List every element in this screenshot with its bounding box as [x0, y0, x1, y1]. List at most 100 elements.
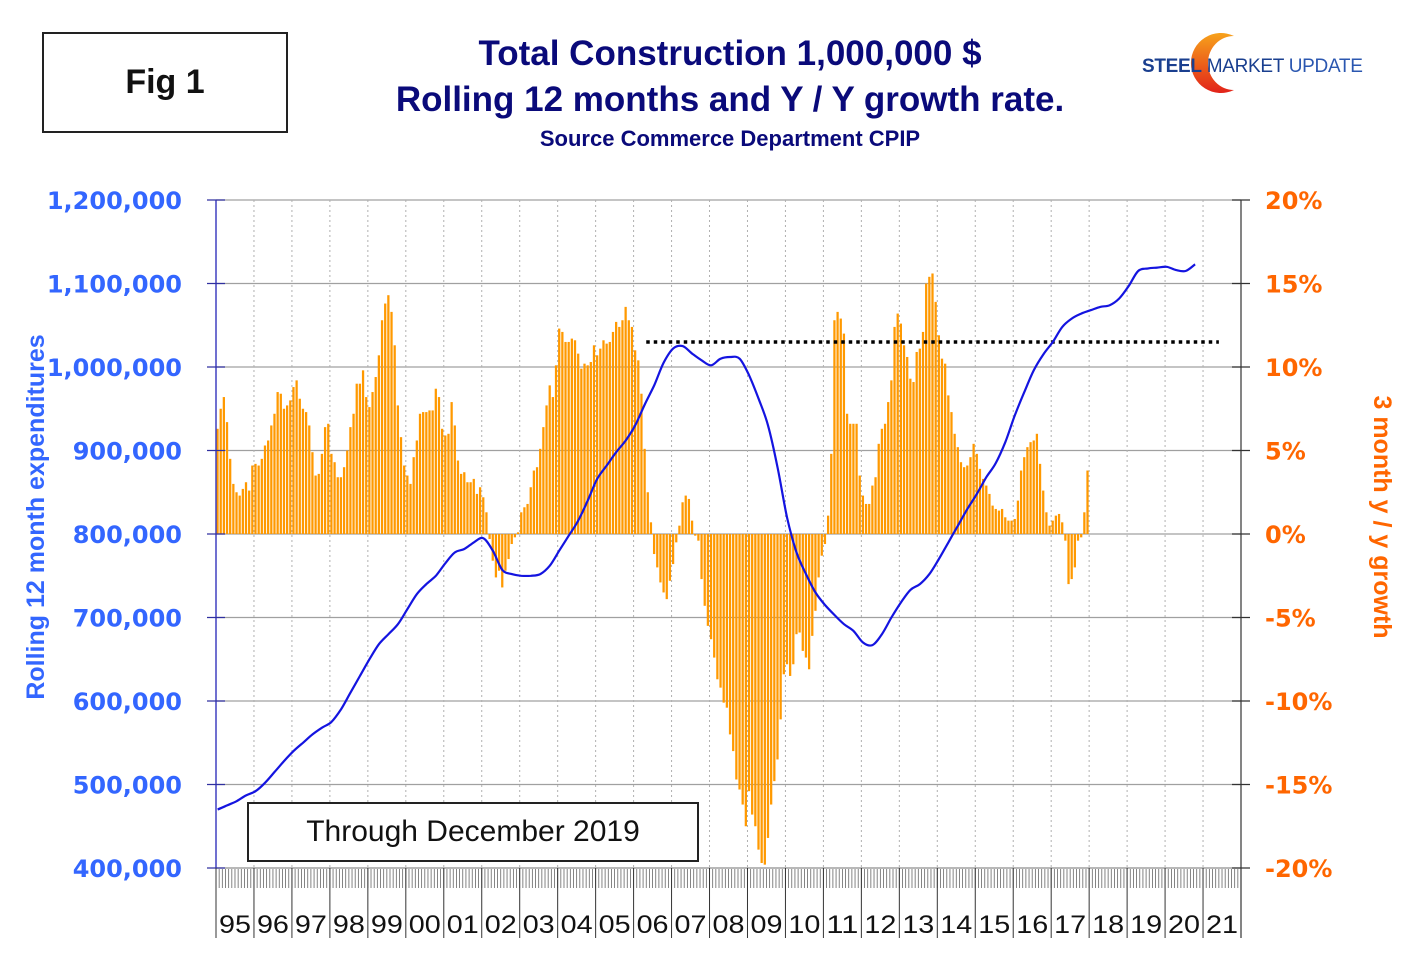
x-tick-label: 10 [788, 911, 820, 939]
growth-bar [615, 321, 618, 534]
growth-bar [520, 512, 523, 534]
growth-bar [504, 534, 507, 571]
x-tick-label: 21 [1206, 911, 1238, 939]
growth-bar [709, 534, 713, 640]
growth-bar [422, 412, 425, 534]
growth-bar [358, 383, 362, 534]
growth-bar [947, 395, 950, 534]
growth-bar [592, 345, 596, 534]
logo-wordmark: STEEL MARKET UPDATE [1142, 56, 1363, 78]
growth-bar [507, 534, 510, 560]
growth-bar [716, 534, 719, 680]
growth-bar [804, 534, 808, 658]
growth-bar [605, 343, 608, 534]
growth-bar [532, 470, 536, 534]
growth-bar [539, 448, 542, 534]
growth-bar [912, 382, 915, 534]
growth-bar [219, 408, 222, 534]
growth-bar [738, 534, 741, 790]
growth-bar [577, 353, 580, 534]
growth-bar [713, 534, 716, 658]
growth-bar [444, 435, 447, 534]
left-tick-label: 1,100,000 [47, 271, 182, 299]
growth-bar [887, 402, 890, 534]
growth-bar [706, 534, 710, 626]
growth-bar [763, 534, 766, 865]
growth-bar [526, 503, 529, 534]
growth-bar [789, 534, 792, 676]
growth-bar [671, 534, 675, 565]
growth-bar [1067, 534, 1070, 585]
growth-bar [637, 360, 640, 534]
growth-bar [814, 534, 817, 611]
growth-bar [1000, 508, 1004, 534]
left-tick-label: 600,000 [73, 688, 182, 716]
growth-bar [1061, 522, 1064, 534]
growth-bar [883, 423, 887, 534]
growth-bar [861, 495, 865, 534]
right-tick-label: 20% [1265, 187, 1322, 215]
growth-bar [1013, 518, 1016, 534]
growth-bar [545, 405, 548, 534]
growth-bar [725, 534, 728, 708]
growth-bar [437, 397, 441, 534]
growth-bar [785, 534, 789, 665]
growth-bar [988, 493, 991, 534]
growth-bar [216, 428, 219, 534]
growth-bar [760, 534, 763, 863]
x-tick-label: 00 [409, 911, 441, 939]
growth-bar [675, 534, 678, 543]
growth-bar [225, 422, 229, 534]
right-axis-ticks: 20% 15% 10% 5% 0% -5% -10% -15% -20% [1232, 187, 1332, 883]
growth-bar [409, 483, 412, 534]
growth-bar [770, 534, 773, 805]
growth-bar [893, 326, 896, 534]
growth-bars [216, 273, 1089, 865]
right-tick-label: -5% [1265, 605, 1316, 633]
growth-bar [241, 488, 244, 534]
growth-bar [1023, 457, 1026, 534]
logo-word-steel: STEEL [1142, 56, 1202, 77]
growth-bar [1045, 512, 1048, 534]
right-tick-label: -15% [1265, 772, 1332, 800]
growth-bar [260, 458, 263, 534]
x-tick-label: 02 [485, 911, 517, 939]
growth-bar [412, 457, 415, 534]
growth-bar [567, 341, 570, 534]
growth-bar [640, 393, 643, 534]
growth-bar [361, 370, 365, 534]
growth-bar [1042, 490, 1045, 534]
growth-bar [662, 534, 665, 593]
right-tick-label: 10% [1265, 354, 1322, 382]
growth-bar [377, 355, 381, 534]
growth-bar [232, 483, 235, 534]
x-tick-label: 19 [1130, 911, 1162, 939]
x-tick-label: 17 [1054, 911, 1086, 939]
growth-bar [570, 338, 573, 534]
growth-bar [279, 393, 282, 534]
growth-bar [399, 437, 403, 534]
growth-bar [754, 534, 757, 827]
growth-bar [694, 534, 697, 536]
growth-bar [554, 365, 558, 534]
growth-bar [273, 413, 276, 534]
x-tick-label: 05 [599, 911, 631, 939]
growth-bar [235, 492, 238, 534]
growth-bar [463, 472, 466, 534]
growth-bar [918, 348, 921, 534]
growth-bar [472, 478, 475, 534]
growth-bar [573, 340, 577, 534]
growth-bar [1048, 525, 1051, 534]
growth-bar [909, 378, 912, 534]
growth-bar [766, 534, 770, 838]
growth-bar [352, 413, 355, 534]
growth-bar [244, 482, 248, 534]
left-tick-label: 700,000 [73, 605, 182, 633]
growth-bar [497, 534, 501, 571]
growth-bar [1076, 534, 1080, 541]
growth-bar [925, 283, 928, 534]
growth-bar [580, 368, 583, 534]
growth-bar [311, 452, 314, 534]
growth-bar [959, 462, 963, 534]
